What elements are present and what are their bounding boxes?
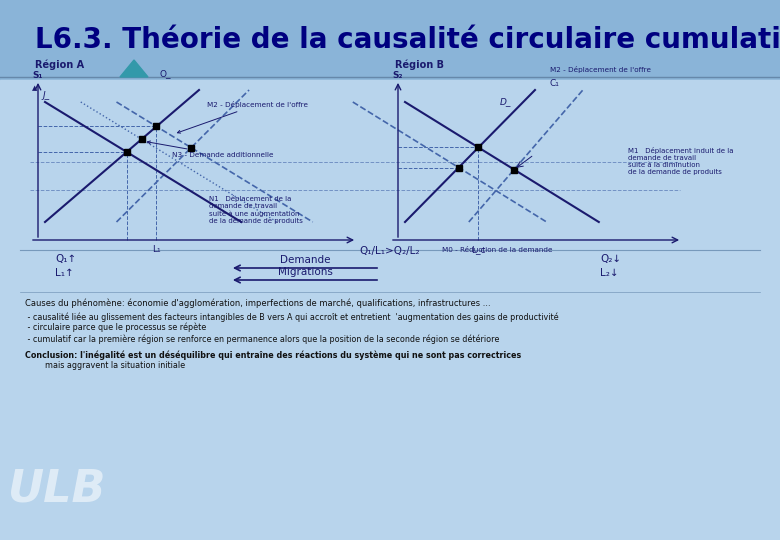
Text: ▲: ▲ <box>32 85 37 91</box>
Text: L_c: L_c <box>471 245 486 254</box>
Bar <box>0 80 780 540</box>
Text: Migrations: Migrations <box>278 267 332 277</box>
Polygon shape <box>120 60 148 77</box>
Text: Conclusion: l'inégalité est un déséquilibre qui entraîne des réactions du systèm: Conclusion: l'inégalité est un déséquili… <box>25 350 521 360</box>
Text: S₂: S₂ <box>392 71 402 80</box>
Text: Q₁↑: Q₁↑ <box>55 254 76 264</box>
Text: Causes du phénomène: économie d'agglomération, imperfections de marché, qualific: Causes du phénomène: économie d'agglomér… <box>25 298 491 307</box>
Text: N3 - Demande additionnelle: N3 - Demande additionnelle <box>147 141 273 158</box>
Text: ULB: ULB <box>8 467 106 510</box>
Text: C₁: C₁ <box>549 79 559 88</box>
Text: D_: D_ <box>500 97 512 106</box>
Text: - causalité liée au glissement des facteurs intangibles de B vers A qui accroît : - causalité liée au glissement des facte… <box>25 312 558 321</box>
Text: M0 - Réduction de la demande: M0 - Réduction de la demande <box>442 247 553 253</box>
Text: - circulaire parce que le processus se répète: - circulaire parce que le processus se r… <box>25 323 206 333</box>
Text: N1   Déplacement de la
demande de travail
suite à une augmentation
de la demande: N1 Déplacement de la demande de travail … <box>209 195 303 224</box>
Text: - cumulatif car la première région se renforce en permanence alors que la positi: - cumulatif car la première région se re… <box>25 334 499 343</box>
Text: L₁↑: L₁↑ <box>55 268 74 278</box>
Text: M2 - Déplacement de l'offre: M2 - Déplacement de l'offre <box>178 101 308 133</box>
Text: Région A: Région A <box>35 59 84 70</box>
Text: M1   Déplacement induit de la
demande de travail
suite à la diminution
de la dem: M1 Déplacement induit de la demande de t… <box>628 147 733 175</box>
Bar <box>0 0 780 80</box>
Text: S₁: S₁ <box>32 71 42 80</box>
Text: L6.3. Théorie de la causalité circulaire cumulative: L6.3. Théorie de la causalité circulaire… <box>35 26 780 54</box>
Text: J_: J_ <box>42 91 49 100</box>
Text: O_: O_ <box>160 69 172 78</box>
Text: Q₁/L₁>Q₂/L₂: Q₁/L₁>Q₂/L₂ <box>360 246 420 256</box>
Text: L₂↓: L₂↓ <box>600 268 619 278</box>
Text: Demande: Demande <box>280 255 330 265</box>
Text: M2 - Déplacement de l'offre: M2 - Déplacement de l'offre <box>549 66 651 73</box>
Text: Q₂↓: Q₂↓ <box>600 254 621 264</box>
Text: L₁: L₁ <box>152 245 161 254</box>
Text: mais aggravent la situation initiale: mais aggravent la situation initiale <box>25 361 185 370</box>
Text: Région B: Région B <box>395 59 444 70</box>
